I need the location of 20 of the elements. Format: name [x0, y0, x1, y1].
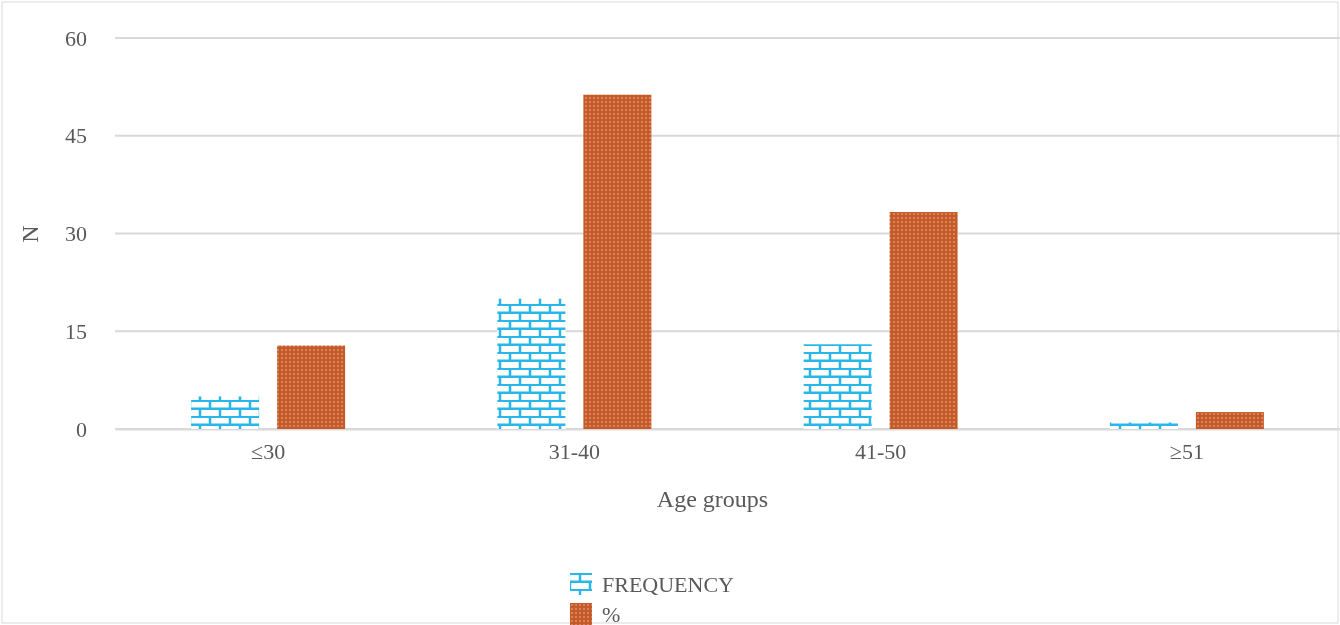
y-tick-label: 45 — [65, 123, 87, 149]
bar — [1195, 412, 1264, 429]
x-tick-label: 31-40 — [548, 438, 601, 464]
x-tick-label: ≥51 — [1169, 438, 1204, 464]
bar — [191, 396, 260, 429]
x-tick-label: 41-50 — [854, 438, 907, 464]
y-tick-label: 60 — [65, 25, 87, 51]
y-tick-label: 30 — [65, 221, 87, 247]
y-tick-label: 15 — [65, 318, 87, 344]
bar — [889, 212, 958, 429]
y-tick-label: 0 — [76, 416, 87, 442]
bar — [1109, 422, 1178, 429]
bar — [803, 344, 872, 429]
legend-label: % — [602, 602, 621, 625]
bar — [277, 345, 346, 429]
y-axis-title: N — [17, 225, 43, 243]
bar — [583, 94, 652, 429]
legend-label: FREQUENCY — [602, 572, 735, 597]
x-axis-title: Age groups — [656, 486, 769, 512]
x-tick-label: ≤30 — [251, 438, 286, 464]
